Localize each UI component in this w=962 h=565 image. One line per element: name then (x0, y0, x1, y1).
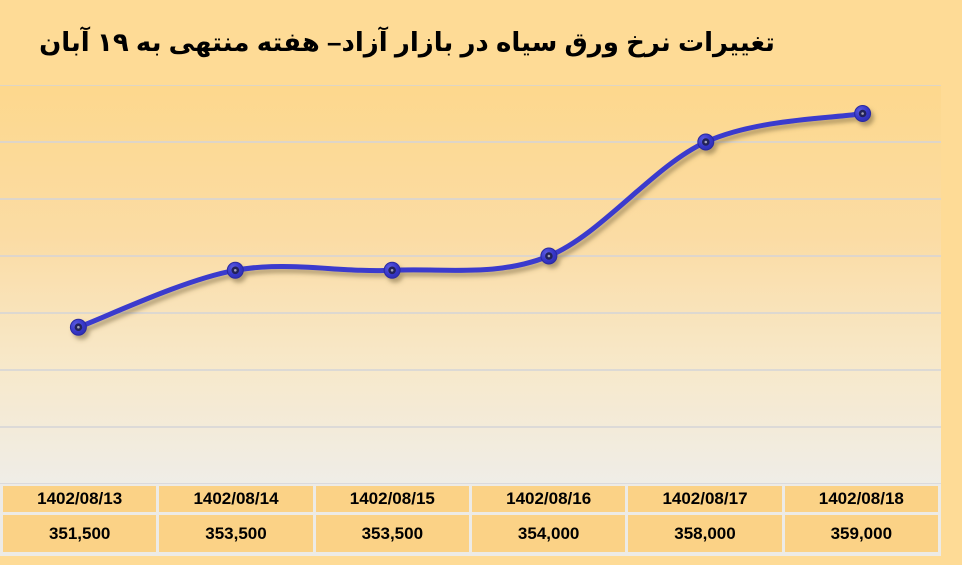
date-cell: 1402/08/15 (315, 486, 469, 512)
date-cell: 1402/08/16 (471, 486, 626, 512)
value-cell: 353,500 (315, 515, 469, 552)
value-cell: 351,500 (3, 515, 157, 552)
data-table: 1402/08/13 1402/08/14 1402/08/15 1402/08/16… (0, 484, 941, 556)
date-cell: 1402/08/14 (159, 486, 313, 512)
value-cell: 353,500 (159, 515, 313, 552)
gridlines (0, 85, 941, 484)
chart-title: تغییرات نرخ ورق سیاه در بازار آزاد– هفته… (39, 27, 775, 57)
line-chart (0, 85, 941, 484)
table-row-dates: 1402/08/13 1402/08/14 1402/08/15 1402/08/16… (3, 486, 938, 512)
table-row-values: 351,500 353,500 353,500 354,000 358,000 359,0… (3, 515, 938, 552)
price-series (69, 105, 872, 336)
date-cell: 1402/08/17 (628, 486, 782, 512)
chart-title-bar: تغییرات نرخ ورق سیاه در بازار آزاد– هفته… (0, 0, 962, 85)
date-cell: 1402/08/18 (784, 486, 938, 512)
value-cell: 358,000 (628, 515, 782, 552)
value-cell: 354,000 (471, 515, 626, 552)
plot-area (0, 85, 941, 484)
date-cell: 1402/08/13 (3, 486, 157, 512)
value-cell: 359,000 (784, 515, 938, 552)
